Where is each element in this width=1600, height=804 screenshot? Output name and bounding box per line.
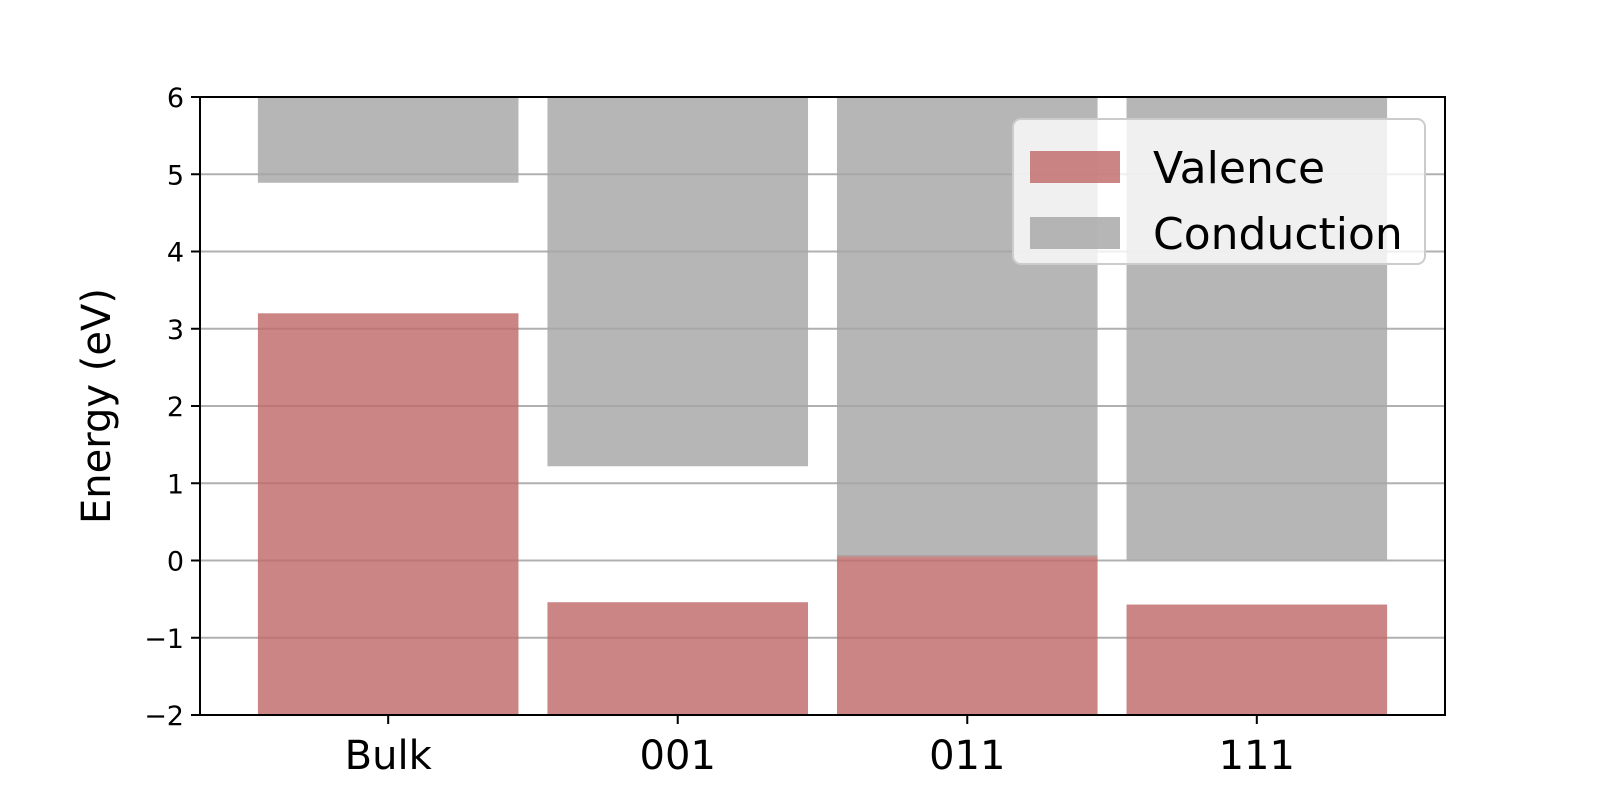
y-tick-label: 1 xyxy=(167,469,184,500)
y-tick-label: 2 xyxy=(167,392,184,423)
legend-swatch-conduction xyxy=(1030,217,1120,249)
x-tick-label: 001 xyxy=(640,733,716,779)
y-tick-label: −1 xyxy=(144,624,184,655)
y-tick-label: 0 xyxy=(167,547,184,578)
bar-valence-111 xyxy=(1126,604,1388,715)
legend-label-valence: Valence xyxy=(1153,143,1325,194)
bar-conduction-001 xyxy=(547,97,809,467)
bar-conduction-bulk xyxy=(257,97,519,183)
x-tick-label: Bulk xyxy=(345,733,433,779)
bar-valence-001 xyxy=(547,602,809,715)
x-tick-label: 111 xyxy=(1219,733,1295,779)
x-tick-label: 011 xyxy=(929,733,1005,779)
y-tick-label: 5 xyxy=(167,160,184,191)
y-tick-label: −2 xyxy=(144,701,184,732)
y-tick-label: 6 xyxy=(167,83,184,114)
legend-swatch-valence xyxy=(1030,151,1120,183)
axis-ticks: −2 −1 0 1 2 3 4 5 6 Bulk 001 011 111 xyxy=(144,83,1295,779)
y-tick-label: 3 xyxy=(167,315,184,346)
legend-label-conduction: Conduction xyxy=(1153,209,1403,260)
legend: Valence Conduction xyxy=(1012,118,1426,265)
bar-valence-011 xyxy=(836,555,1098,715)
y-axis-label: Energy (eV) xyxy=(74,288,120,524)
bar-valence-bulk xyxy=(257,313,519,715)
y-tick-label: 4 xyxy=(167,238,184,269)
